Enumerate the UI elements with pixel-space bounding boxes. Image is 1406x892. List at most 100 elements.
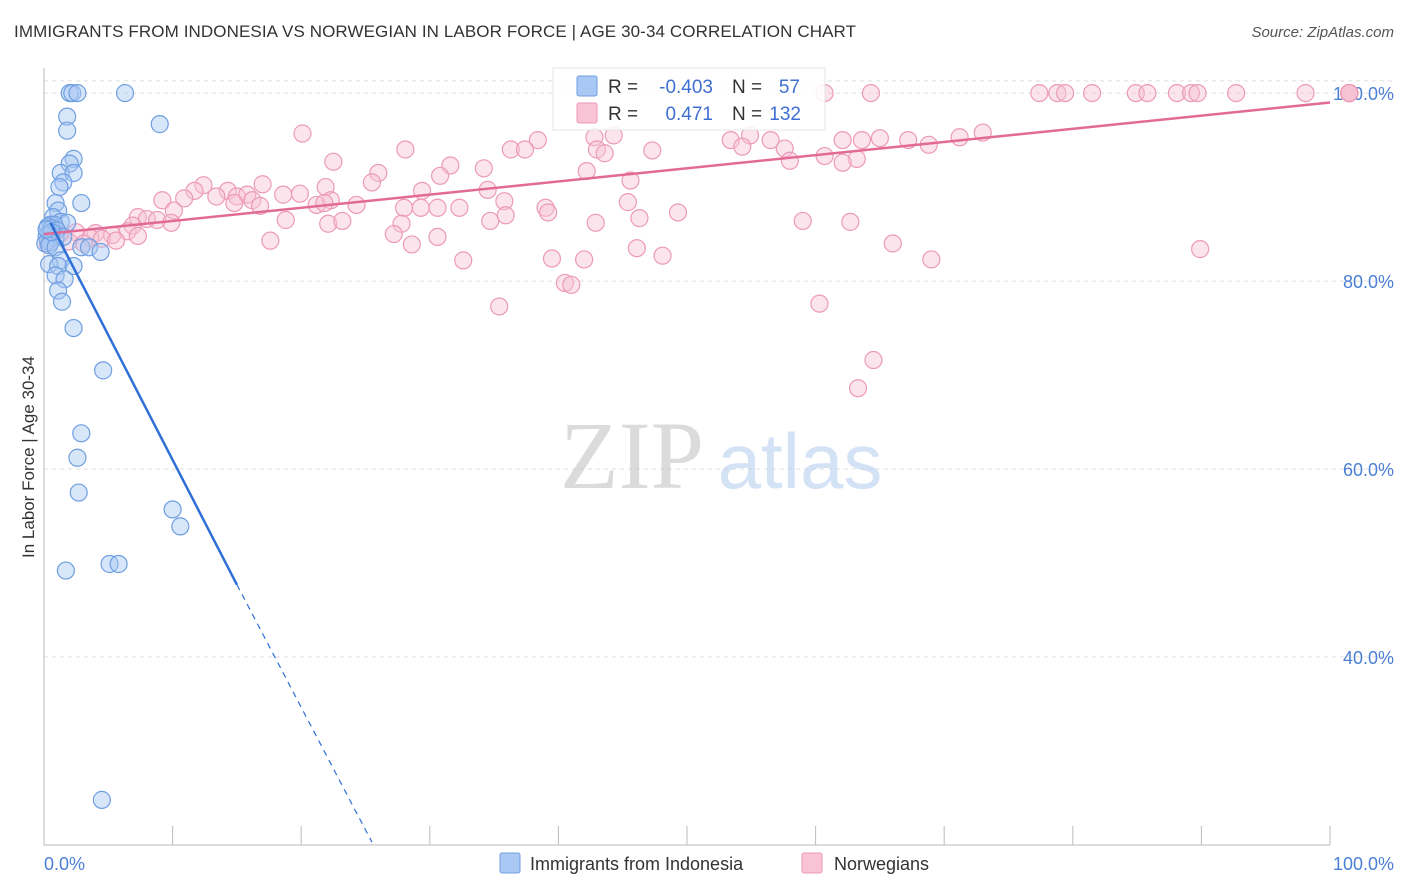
data-point-norwegians: [1048, 83, 1067, 103]
data-point-norwegians: [515, 140, 535, 159]
stats-legend-blue-r-value: -0.403: [659, 77, 713, 98]
data-point-indonesia: [163, 500, 182, 519]
data-point-indonesia: [72, 193, 91, 213]
source-label: Source: ZipAtlas.com: [1251, 24, 1394, 41]
y-tick-label: 60.0%: [1343, 460, 1394, 480]
data-point-norwegians: [319, 214, 338, 233]
x-axis-ticks: [43, 826, 1331, 845]
data-point-norwegians: [106, 231, 126, 250]
data-point-norwegians: [324, 152, 343, 171]
data-point-norwegians: [276, 210, 295, 230]
stats-legend-pink-n-value: 132: [769, 104, 801, 125]
data-point-norwegians: [1340, 83, 1359, 103]
data-point-indonesia: [79, 238, 99, 257]
data-point-norwegians: [92, 229, 111, 248]
data-point-norwegians: [833, 130, 852, 150]
trend-line-norwegians: [43, 101, 1331, 236]
data-point-norwegians: [555, 273, 574, 293]
data-point-norwegians: [653, 246, 672, 265]
data-point-norwegians: [562, 275, 581, 294]
data-point-indonesia: [94, 361, 113, 380]
chart-title: IMMIGRANTS FROM INDONESIA VS NORWEGIAN I…: [14, 22, 857, 41]
data-point-norwegians: [542, 249, 562, 268]
data-point-norwegians: [586, 213, 605, 232]
data-point-indonesia: [115, 83, 135, 103]
data-point-norwegians: [293, 124, 312, 143]
data-point-norwegians: [852, 130, 871, 150]
data-point-norwegians: [922, 250, 941, 269]
data-point-norwegians: [153, 191, 172, 210]
y-tick-label: 40.0%: [1343, 648, 1394, 668]
data-point-indonesia: [46, 266, 65, 285]
data-point-indonesia: [64, 318, 83, 338]
data-point-norwegians: [528, 130, 547, 150]
data-point-norwegians: [1182, 83, 1201, 103]
data-point-norwegians: [950, 128, 969, 147]
data-point-indonesia: [63, 83, 82, 103]
trend-line-indonesia: [49, 222, 239, 586]
data-point-indonesia: [150, 115, 169, 134]
series-norwegians: [38, 83, 1359, 398]
data-point-norwegians: [315, 193, 334, 213]
x-tick-label-min: 0.0%: [44, 854, 85, 874]
data-point-norwegians: [495, 192, 514, 211]
data-point-norwegians: [761, 130, 780, 150]
data-point-norwegians: [207, 187, 226, 206]
stats-legend-pink-r-label: R =: [608, 104, 638, 125]
data-point-indonesia: [92, 790, 111, 809]
data-point-norwegians: [621, 171, 640, 190]
data-point-norwegians: [347, 195, 366, 215]
data-point-norwegians: [428, 227, 447, 246]
data-point-norwegians: [402, 235, 421, 254]
data-point-norwegians: [833, 153, 852, 172]
data-point-norwegians: [411, 198, 430, 217]
data-point-norwegians: [536, 198, 555, 217]
data-point-norwegians: [668, 203, 688, 222]
data-point-norwegians: [333, 211, 352, 231]
grid-lines: [44, 80, 1394, 658]
legend-pink-swatch: [801, 852, 823, 874]
data-point-norwegians: [490, 297, 509, 316]
data-point-indonesia: [50, 177, 69, 197]
data-point-indonesia: [69, 483, 88, 502]
data-point-norwegians: [1167, 83, 1187, 103]
data-point-indonesia: [171, 517, 190, 536]
data-point-norwegians: [848, 379, 868, 398]
data-point-norwegians: [733, 137, 752, 156]
data-point-indonesia: [91, 242, 110, 262]
trend-line-indonesia-extrapolated: [236, 584, 373, 843]
data-point-norwegians: [627, 239, 646, 258]
data-point-norwegians: [793, 211, 812, 231]
data-point-norwegians: [290, 184, 310, 203]
data-point-norwegians: [384, 224, 403, 244]
data-point-norwegians: [261, 231, 280, 250]
data-point-indonesia: [58, 121, 77, 140]
data-point-indonesia: [58, 107, 77, 126]
data-point-norwegians: [864, 350, 883, 370]
data-point-indonesia: [55, 270, 74, 289]
bottom-legend: Immigrants from Indonesia Norwegians: [499, 852, 929, 874]
data-point-norwegians: [595, 144, 614, 163]
legend-blue-swatch: [499, 852, 521, 874]
stats-legend-pink-r-value: 0.471: [665, 104, 713, 125]
watermark-atlas: atlas: [718, 417, 883, 505]
data-point-norwegians: [643, 141, 662, 160]
data-point-indonesia: [72, 238, 91, 257]
legend-pink-label: Norwegians: [834, 854, 929, 874]
y-axis-label: In Labor Force | Age 30-34: [19, 356, 38, 558]
data-point-norwegians: [618, 193, 637, 212]
data-point-norwegians: [1082, 83, 1102, 103]
y-tick-label: 100.0%: [1333, 84, 1394, 104]
stats-legend-pink-swatch: [576, 102, 598, 124]
data-point-norwegians: [175, 189, 194, 208]
data-point-norwegians: [396, 140, 415, 159]
data-point-indonesia: [68, 448, 87, 467]
stats-legend-blue-r-label: R =: [608, 77, 638, 98]
data-point-norwegians: [841, 212, 860, 231]
data-point-norwegians: [870, 129, 890, 148]
stats-legend-blue-n-value: 57: [779, 77, 800, 98]
trend-lines: [43, 101, 1331, 843]
stats-legend-blue-swatch: [576, 75, 598, 97]
data-point-norwegians: [1191, 240, 1210, 259]
